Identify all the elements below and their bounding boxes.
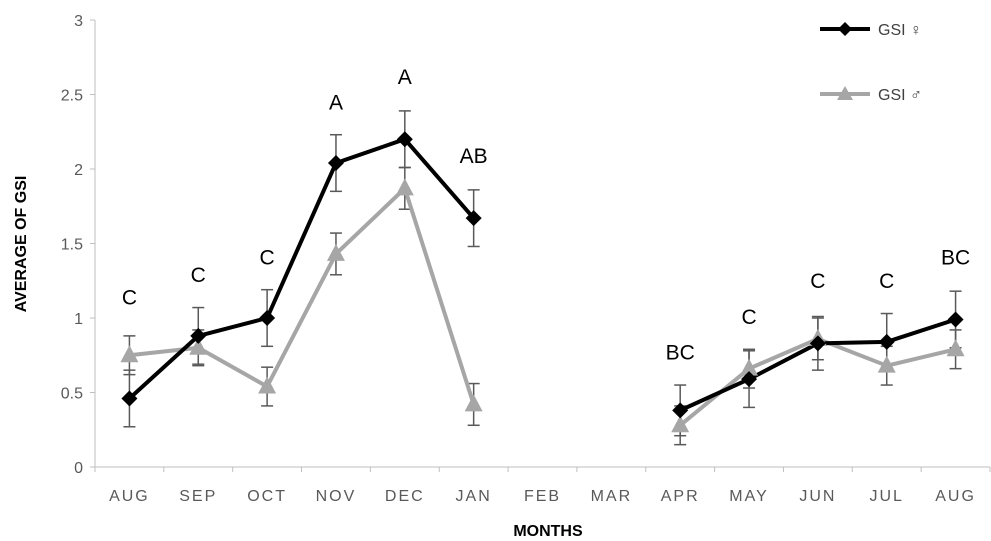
data-point-male bbox=[671, 415, 690, 433]
x-tick-label: APR bbox=[661, 488, 700, 505]
axes bbox=[94, 20, 990, 468]
x-tick-label: JAN bbox=[456, 488, 492, 505]
series-lines bbox=[128, 137, 957, 427]
legend-item-male: GSI ♂ bbox=[820, 86, 922, 104]
significance-label: C bbox=[122, 287, 137, 310]
series-line-male bbox=[129, 186, 476, 406]
x-tick-labels: AUG SEP OCT NOV DEC JAN FEB MAR APR MAY JUN JUL AUG bbox=[94, 467, 991, 505]
legend: GSI ♀ GSI ♂ bbox=[820, 22, 922, 104]
significance-label: A bbox=[398, 66, 412, 89]
x-tick-label: OCT bbox=[247, 488, 287, 505]
data-point-male bbox=[326, 243, 345, 261]
y-tick-label: 1 bbox=[74, 311, 83, 328]
data-point-female bbox=[465, 210, 482, 227]
x-tick-label: MAR bbox=[591, 488, 633, 505]
x-tick-label: DEC bbox=[385, 488, 425, 505]
legend-item-female: GSI ♀ bbox=[820, 22, 922, 39]
y-tick-label: 2 bbox=[74, 162, 83, 179]
data-point-male bbox=[740, 358, 759, 376]
data-point-male bbox=[395, 178, 414, 196]
significance-label: A bbox=[329, 91, 343, 114]
significance-labels: C C C A A AB BC C C C BC bbox=[122, 66, 970, 365]
x-tick-label: MAY bbox=[729, 488, 768, 505]
y-tick-label: 2.5 bbox=[61, 88, 83, 105]
data-point-female bbox=[947, 311, 964, 328]
significance-label: BC bbox=[941, 246, 970, 269]
x-tick-label: AUG bbox=[109, 488, 150, 505]
series-line-female bbox=[128, 137, 476, 400]
data-point-female bbox=[327, 155, 344, 172]
data-point-female bbox=[741, 371, 758, 388]
series-markers bbox=[120, 131, 965, 433]
y-tick-label: 3 bbox=[74, 13, 83, 30]
significance-label: C bbox=[191, 264, 206, 287]
data-point-male bbox=[258, 376, 277, 394]
x-tick-label: AUG bbox=[935, 488, 976, 505]
x-tick-label: FEB bbox=[524, 488, 561, 505]
significance-label: C bbox=[260, 246, 275, 269]
x-axis-title: MONTHS bbox=[513, 523, 583, 540]
significance-label: C bbox=[810, 270, 825, 293]
legend-label-female: GSI ♀ bbox=[878, 22, 922, 39]
data-point-male bbox=[120, 345, 139, 363]
data-point-female bbox=[259, 310, 276, 326]
significance-label: C bbox=[741, 306, 756, 329]
y-tick-label: 1.5 bbox=[61, 237, 83, 254]
x-tick-label: NOV bbox=[316, 488, 357, 505]
data-point-female bbox=[121, 390, 138, 407]
significance-label: C bbox=[879, 270, 894, 293]
legend-diamond-marker bbox=[838, 22, 852, 36]
data-point-female bbox=[396, 131, 413, 148]
data-point-female bbox=[878, 333, 895, 350]
data-point-male bbox=[464, 394, 483, 412]
legend-label-male: GSI ♂ bbox=[878, 87, 922, 104]
x-tick-label: JUL bbox=[870, 488, 904, 505]
data-point-female bbox=[672, 402, 689, 419]
significance-label: AB bbox=[460, 145, 488, 168]
x-tick-label: SEP bbox=[179, 488, 217, 505]
error-bars bbox=[123, 110, 962, 446]
significance-label: BC bbox=[666, 342, 695, 365]
y-tick-labels: 0 0.5 1 1.5 2 2.5 3 bbox=[61, 13, 95, 477]
y-tick-label: 0.5 bbox=[61, 386, 83, 403]
legend-triangle-marker bbox=[837, 86, 853, 100]
data-point-male bbox=[946, 339, 965, 357]
data-point-female bbox=[190, 327, 207, 344]
y-axis-title: AVERAGE OF GSI bbox=[13, 176, 30, 313]
data-point-female bbox=[809, 335, 826, 352]
x-tick-label: JUN bbox=[799, 488, 836, 505]
y-tick-label: 0 bbox=[74, 460, 83, 477]
data-point-male bbox=[189, 337, 208, 355]
data-point-male bbox=[877, 355, 896, 373]
